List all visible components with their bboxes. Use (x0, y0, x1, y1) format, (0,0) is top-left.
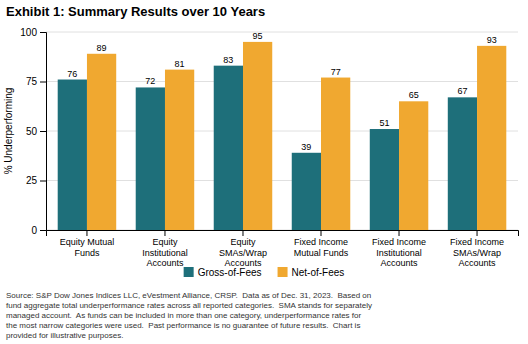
tick-label: EquitySMAs/WrapAccounts (219, 237, 267, 268)
footnote-line: Source: S&P Dow Jones Indices LLC, eVest… (6, 291, 371, 300)
bar (214, 66, 243, 230)
tick-mark (40, 82, 46, 83)
axis-line (47, 231, 519, 237)
tick: Equity MutualFunds (60, 230, 115, 258)
data-label: 77 (331, 67, 341, 77)
tick: Fixed IncomeInstitutionalAccounts (372, 230, 426, 268)
tick-label: 25 (26, 175, 38, 186)
data-label: 83 (223, 55, 233, 65)
grid-line (46, 180, 518, 181)
axis-line (40, 33, 47, 231)
tick-mark (40, 230, 46, 231)
x-axis: Equity MutualFunds EquityInstitutionalAcc… (47, 230, 519, 268)
bar (399, 101, 428, 230)
tick: EquitySMAs/WrapAccounts (219, 230, 267, 268)
tick-label: Fixed IncomeMutual Funds (294, 237, 349, 257)
tick-label: 50 (26, 126, 38, 137)
bar (477, 46, 506, 230)
tick-label: 0 (31, 225, 37, 236)
tick: 50 (26, 126, 46, 137)
grid-line (46, 131, 518, 132)
legend-label: Net-of-Fees (292, 267, 345, 278)
y-axis: 0 25 50 75 100 (20, 27, 46, 236)
tick: 25 (26, 175, 46, 186)
footnote: Source: S&P Dow Jones Indices LLC, eVest… (6, 291, 372, 340)
bar (321, 78, 350, 230)
grid-line (46, 32, 518, 33)
bar (370, 129, 399, 230)
y-label: % Underperforming (3, 88, 14, 175)
legend-swatch (278, 267, 288, 277)
data-label: 93 (487, 35, 497, 45)
tick: 0 (31, 225, 46, 236)
footnote-line: fund aggregate total underperformance ra… (6, 301, 372, 310)
bar (448, 97, 477, 230)
grid-line (46, 81, 518, 82)
bar (292, 153, 321, 230)
tick-mark (40, 131, 46, 132)
data-label: 81 (175, 59, 185, 69)
tick-label: 100 (20, 27, 37, 38)
tick-label: Fixed IncomeSMAs/WrapAccounts (450, 237, 504, 268)
bars (58, 42, 507, 230)
bar (243, 42, 272, 230)
tick: 100 (20, 27, 46, 38)
grid (46, 32, 518, 230)
tick-label: Fixed IncomeInstitutionalAccounts (372, 237, 426, 268)
data-label: 89 (97, 43, 107, 53)
legend: Gross-of-Fees Net-of-Fees (184, 267, 345, 278)
legend-item: Gross-of-Fees (184, 267, 262, 278)
data-labels: 76 72 83 39 51 67 89 81 95 77 65 93 (67, 31, 496, 152)
tick-label: Equity MutualFunds (60, 237, 115, 257)
footnote-line: the most narrow categories were used. Pa… (6, 321, 360, 330)
legend-item: Net-of-Fees (278, 267, 345, 278)
title: Exhibit 1: Summary Results over 10 Years (6, 4, 265, 19)
tick: EquityInstitutionalAccounts (142, 230, 188, 268)
tick: 75 (26, 76, 46, 87)
data-label: 72 (145, 76, 155, 86)
data-label: 39 (301, 142, 311, 152)
tick: Fixed IncomeMutual Funds (294, 230, 349, 258)
tick-mark (321, 230, 322, 236)
footnote-line: provided for illustrative purposes. (6, 331, 123, 340)
data-label: 67 (457, 86, 467, 96)
plot: 0 25 50 75 100 Equity MutualFunds EquityInstit… (20, 27, 518, 268)
footnote-line: managed account. As funds can be include… (6, 311, 362, 320)
tick-mark (164, 230, 165, 236)
bar (58, 80, 87, 230)
tick-mark (86, 230, 87, 236)
tick-mark (40, 32, 46, 33)
tick-mark (477, 230, 478, 236)
bar (165, 70, 194, 230)
tick-label: EquityInstitutionalAccounts (142, 237, 188, 268)
tick: Fixed IncomeSMAs/WrapAccounts (450, 230, 504, 268)
tick-mark (40, 181, 46, 182)
tick-mark (242, 230, 243, 236)
legend-swatch (184, 267, 194, 277)
tick-label: 75 (26, 76, 38, 87)
legend-label: Gross-of-Fees (198, 267, 262, 278)
data-label: 51 (379, 118, 389, 128)
data-label: 76 (67, 69, 77, 79)
chart: Exhibit 1: Summary Results over 10 Years… (0, 0, 528, 344)
bar (136, 87, 165, 230)
tick-mark (399, 230, 400, 236)
data-label: 65 (409, 90, 419, 100)
bar (87, 54, 116, 230)
data-label: 95 (253, 31, 263, 41)
